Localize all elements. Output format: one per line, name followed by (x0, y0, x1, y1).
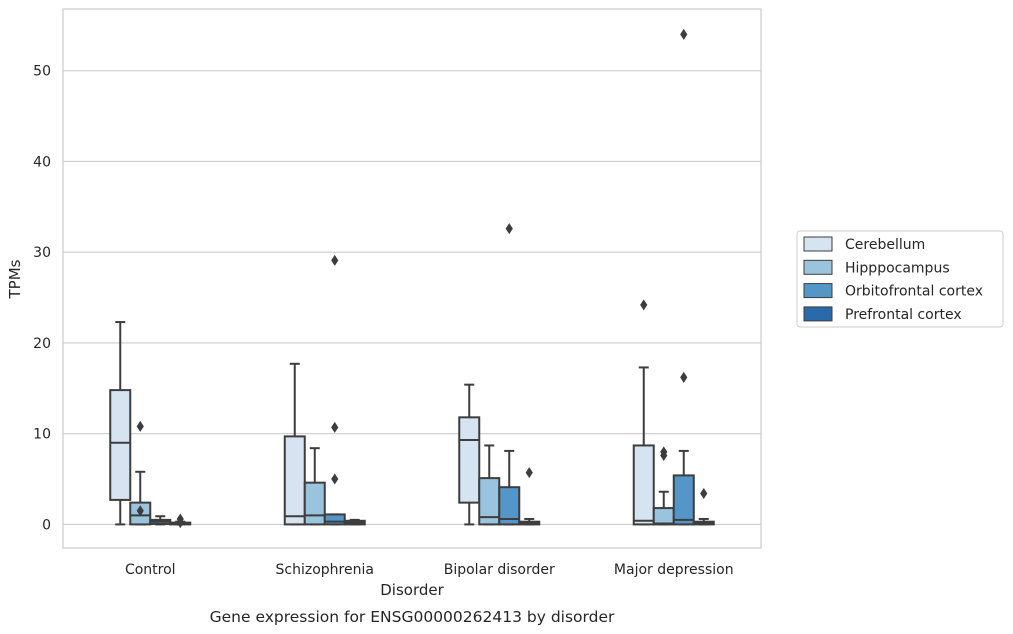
box-0-1 (129, 420, 152, 526)
box-3-0 (632, 299, 655, 526)
outlier-point (505, 223, 513, 235)
x-tick-labels: Control Schizophrenia Bipolar disorder Majo… (125, 562, 734, 578)
box-iqr (283, 435, 306, 526)
x-tick-label: Control (125, 562, 176, 578)
outlier-point (700, 488, 708, 500)
legend-label: Orbitofrontal cortex (845, 284, 983, 300)
outlier-point (136, 420, 144, 432)
box-iqr (632, 444, 655, 526)
legend-label: Prefrontal cortex (845, 307, 962, 323)
outlier-point (640, 299, 648, 311)
box-2-2 (498, 223, 521, 526)
legend-frame (796, 230, 1004, 328)
outlier-point (660, 449, 668, 461)
outlier-point (136, 505, 144, 517)
x-tick-label: Bipolar disorder (444, 562, 555, 578)
box-groups (109, 28, 715, 529)
outlier-point (331, 254, 339, 266)
y-tick-labels: 0 10 20 30 40 50 (33, 64, 51, 534)
legend-label: Cerebellum (845, 237, 925, 253)
box-1-1 (303, 447, 326, 526)
box-2-3 (518, 467, 541, 526)
box-iqr (498, 486, 521, 526)
y-tick-label: 40 (33, 154, 51, 170)
box-iqr (109, 389, 132, 501)
box-3-1 (652, 446, 675, 526)
x-axis-label: Disorder (380, 581, 444, 599)
plot-area (63, 9, 761, 548)
legend-swatch (803, 259, 833, 275)
box-iqr (303, 481, 326, 526)
legend-swatch (803, 306, 833, 322)
legend: Cerebellum Hipppocampus Orbitofrontal cort… (796, 230, 1004, 328)
y-tick-label: 10 (33, 427, 51, 443)
box-iqr (323, 513, 346, 526)
box-1-2 (323, 254, 346, 526)
legend-label: Hipppocampus (845, 260, 950, 276)
y-tick-label: 50 (33, 64, 51, 80)
outlier-point (331, 421, 339, 433)
outlier-point (680, 371, 688, 383)
legend-swatch (803, 236, 833, 252)
box-iqr (672, 474, 695, 526)
x-tick-label: Major depression (614, 562, 734, 578)
y-axis-label: TPMs (6, 259, 24, 299)
x-tick-label: Schizophrenia (276, 562, 374, 578)
outlier-point (680, 28, 688, 40)
box-iqr (652, 507, 675, 526)
box-3-3 (692, 488, 715, 526)
y-tick-label: 30 (33, 245, 51, 261)
plot-frame (62, 8, 762, 549)
legend-swatch (803, 283, 833, 299)
box-iqr (458, 416, 481, 504)
outlier-point (331, 473, 339, 485)
y-tick-label: 0 (42, 517, 51, 533)
box-0-0 (109, 321, 132, 526)
box-0-3 (169, 513, 192, 529)
box-3-2 (672, 28, 695, 526)
outlier-point (176, 517, 184, 529)
chart-title: Gene expression for ENSG00000262413 by d… (210, 608, 615, 626)
y-tick-label: 20 (33, 336, 51, 352)
box-1-3 (343, 518, 366, 526)
outlier-point (525, 467, 533, 479)
box-2-0 (458, 383, 481, 526)
box-1-0 (283, 362, 306, 526)
